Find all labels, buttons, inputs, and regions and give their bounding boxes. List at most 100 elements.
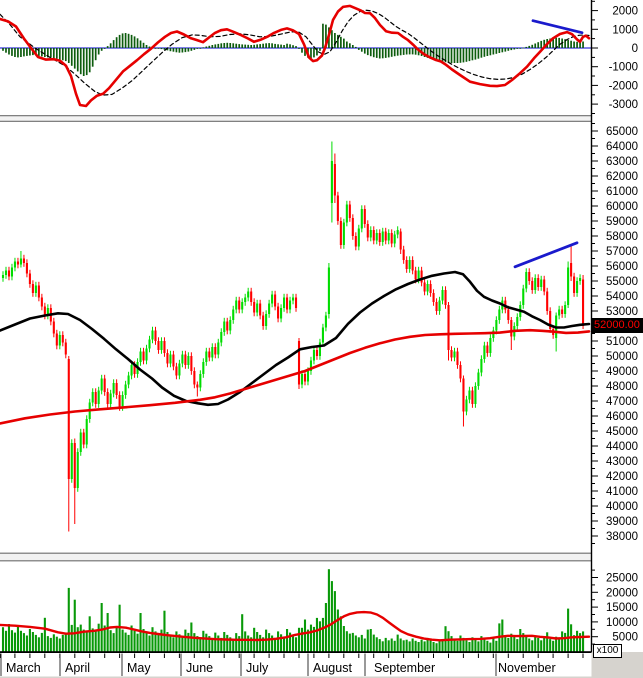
volume-bar — [369, 629, 372, 652]
macd-panel-background[interactable] — [0, 0, 592, 116]
histogram-bar — [82, 48, 85, 76]
histogram-bar — [97, 48, 100, 55]
histogram-bar — [259, 44, 261, 48]
volume-bar — [88, 616, 91, 652]
volume-bar — [133, 630, 136, 652]
histogram-bar — [456, 48, 459, 63]
histogram-bar — [468, 48, 471, 62]
histogram-bar — [375, 48, 378, 58]
candle-body — [25, 263, 28, 274]
candle-body — [37, 285, 40, 298]
volume-bar — [558, 639, 561, 652]
volume-bar — [91, 628, 94, 652]
histogram-bar — [489, 48, 492, 56]
histogram-bar — [564, 39, 566, 48]
candle-body — [327, 267, 330, 314]
candle-body — [534, 278, 537, 290]
histogram-bar — [190, 48, 193, 51]
volume-bar — [16, 626, 19, 652]
candle-body — [402, 249, 405, 260]
price-panel[interactable] — [0, 122, 592, 553]
volume-bar — [288, 632, 292, 652]
candle-body — [579, 278, 582, 281]
volume-ma-line — [0, 610, 591, 642]
histogram-bar — [280, 44, 282, 48]
histogram-bar — [432, 48, 435, 60]
candle-body — [19, 258, 22, 265]
volume-bar — [196, 636, 199, 652]
candle-body — [447, 305, 450, 350]
candle-body — [498, 309, 501, 320]
candle-body — [220, 332, 223, 343]
histogram-bar — [283, 45, 285, 48]
axis-tick-label: 2000 — [612, 6, 638, 18]
volume-bar — [235, 633, 238, 652]
panel-separator[interactable] — [0, 553, 643, 561]
volume-bar — [384, 637, 387, 652]
histogram-bar — [76, 48, 79, 72]
volume-bar — [208, 636, 211, 652]
histogram-bar — [202, 47, 205, 49]
volume-bar — [582, 631, 585, 652]
candle-body — [157, 341, 160, 350]
volume-bar — [450, 636, 453, 652]
volume-bar — [175, 631, 178, 652]
candle-body — [351, 218, 354, 236]
volume-bar — [402, 640, 405, 652]
candle-body — [154, 330, 157, 341]
histogram-bar — [576, 41, 578, 48]
volume-bar — [274, 637, 277, 652]
candle-body — [456, 351, 459, 365]
histogram-bar — [115, 37, 118, 48]
volume-bar — [220, 637, 223, 652]
histogram-bar — [23, 48, 25, 57]
candle-body — [172, 354, 175, 367]
month-label: April — [65, 661, 90, 675]
axis-tick-label: 57000 — [606, 246, 638, 258]
volume-bar — [432, 642, 435, 652]
volume-bar — [522, 633, 525, 652]
volume-bar — [423, 641, 426, 652]
volume-unit-label: x100 — [593, 644, 622, 658]
candle-body — [265, 314, 268, 326]
candle-body — [441, 290, 444, 301]
volume-bar — [229, 637, 232, 652]
candle-body — [330, 161, 333, 203]
panel-separator[interactable] — [0, 115, 643, 122]
candle-body — [208, 351, 211, 358]
volume-panel[interactable] — [0, 563, 592, 652]
axis-tick-label: 63000 — [606, 156, 638, 168]
histogram-bar — [61, 48, 64, 61]
price-panel-background[interactable] — [0, 122, 592, 553]
histogram-bar — [396, 48, 399, 56]
volume-bar — [351, 632, 354, 652]
volume-bar — [519, 629, 522, 652]
histogram-bar — [109, 43, 112, 48]
histogram-bar — [133, 36, 136, 48]
candle-body — [375, 233, 378, 241]
candle-body — [175, 366, 178, 376]
volume-bar — [306, 629, 310, 652]
candle-body — [378, 233, 381, 242]
candle-body — [318, 342, 321, 356]
candle-body — [309, 360, 313, 371]
histogram-bar — [513, 48, 516, 50]
candle-body — [163, 341, 166, 353]
month-label: June — [186, 661, 213, 675]
histogram-bar — [465, 48, 468, 62]
candle-body — [268, 303, 271, 314]
volume-bar — [79, 624, 82, 652]
corner-area — [592, 660, 643, 678]
volume-bar — [342, 626, 345, 652]
candle-body — [85, 419, 88, 445]
volume-bar — [573, 635, 576, 652]
candle-body — [58, 335, 61, 346]
histogram-bar — [387, 48, 390, 58]
candle-body — [277, 306, 280, 319]
histogram-bar — [88, 48, 91, 73]
macd-panel[interactable] — [0, 0, 592, 116]
histogram-bar — [363, 48, 366, 54]
volume-bar — [564, 632, 567, 652]
volume-bar — [283, 636, 286, 652]
